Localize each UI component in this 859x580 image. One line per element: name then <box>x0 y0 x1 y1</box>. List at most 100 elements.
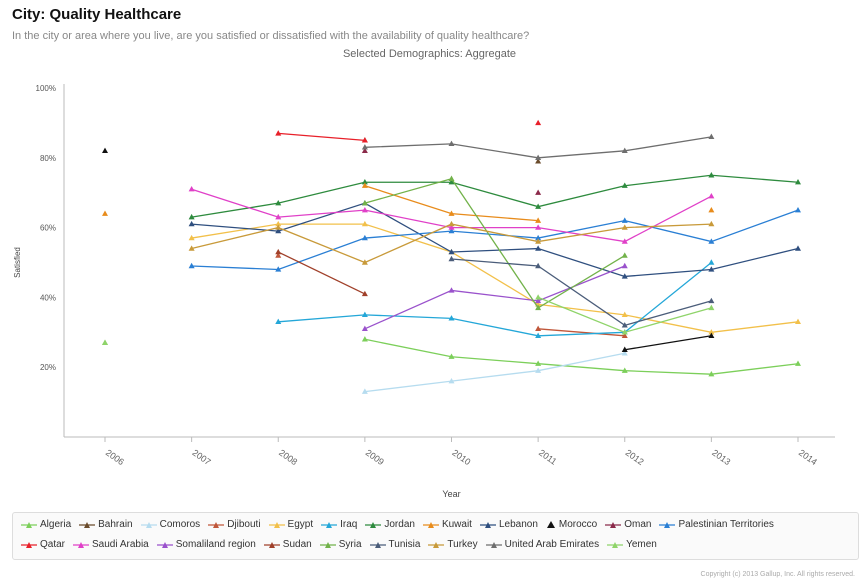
data-point <box>535 234 542 241</box>
data-point <box>708 192 715 199</box>
data-point <box>361 388 368 394</box>
legend-label: Comoros <box>159 519 201 530</box>
legend-item[interactable]: Egypt <box>268 519 313 530</box>
legend-label: Algeria <box>40 519 72 530</box>
data-point <box>275 220 282 227</box>
legend-marker <box>659 521 676 528</box>
data-point <box>621 147 628 154</box>
data-point <box>621 182 628 188</box>
data-point <box>535 154 542 160</box>
series-line <box>191 174 799 218</box>
data-point <box>708 304 715 311</box>
legend-marker <box>208 521 225 528</box>
legend-item[interactable]: Djibouti <box>208 519 261 530</box>
x-tick-label: 2012 <box>624 447 646 467</box>
data-point <box>275 266 282 272</box>
data-point <box>535 189 542 195</box>
x-tick-label: 2009 <box>364 447 386 467</box>
copyright-text: Copyright (c) 2013 Gallup, Inc. All righ… <box>700 571 855 578</box>
data-point <box>708 329 715 335</box>
legend-item[interactable]: Morocco <box>546 519 597 530</box>
legend-marker <box>263 541 280 548</box>
legend-marker <box>140 521 157 528</box>
data-point <box>448 224 455 230</box>
legend-item[interactable]: Qatar <box>21 539 65 550</box>
legend-label: Somaliland region <box>175 539 256 550</box>
data-point <box>621 224 628 230</box>
legend-item[interactable]: Kuwait <box>422 519 472 530</box>
data-point <box>188 186 195 192</box>
legend-marker <box>479 521 496 528</box>
data-point <box>535 297 542 304</box>
legend-marker <box>79 521 96 528</box>
legend-marker <box>607 541 624 548</box>
data-point <box>535 262 542 269</box>
data-point <box>448 248 455 255</box>
data-point <box>275 199 282 206</box>
x-tick-label: 2010 <box>450 447 472 467</box>
legend-marker <box>605 521 622 528</box>
data-point <box>448 210 455 216</box>
data-point <box>535 304 542 311</box>
x-tick-label: 2006 <box>104 447 126 467</box>
y-tick-label: 20% <box>40 363 56 372</box>
legend-label: Qatar <box>40 539 66 550</box>
data-point <box>361 336 368 342</box>
data-point <box>361 234 368 241</box>
data-point <box>275 213 282 220</box>
data-point <box>361 206 368 213</box>
series-line <box>364 352 625 393</box>
legend-item[interactable]: Syria <box>319 539 362 550</box>
legend-item[interactable]: Yemen <box>607 539 657 550</box>
data-point <box>448 227 455 234</box>
y-tick-label: 40% <box>40 293 56 302</box>
legend-item[interactable]: Jordan <box>365 519 415 530</box>
data-point <box>708 370 715 377</box>
legend-item[interactable]: Tunisia <box>369 539 420 550</box>
legend-label: Oman <box>624 519 652 530</box>
legend-label: Syria <box>338 539 362 550</box>
data-point <box>621 217 628 223</box>
data-point <box>535 119 542 126</box>
data-point <box>708 259 715 265</box>
data-point <box>621 311 628 318</box>
legend-label: Palestinian Territories <box>678 519 774 530</box>
data-point <box>621 238 628 244</box>
data-point <box>795 318 801 325</box>
data-point <box>448 140 455 147</box>
data-point <box>795 245 801 251</box>
series-line <box>191 209 799 271</box>
data-point <box>535 238 542 244</box>
x-axis-label: Year <box>442 489 460 499</box>
series-line <box>624 335 712 351</box>
data-point <box>361 311 368 318</box>
legend-item[interactable]: Algeria <box>21 519 71 530</box>
legend-item[interactable]: Bahrain <box>79 519 133 530</box>
data-point <box>621 252 628 258</box>
legend-label: Yemen <box>626 539 657 550</box>
data-point <box>275 248 282 255</box>
series-line <box>191 223 799 333</box>
legend-marker <box>546 520 555 528</box>
legend-item[interactable]: United Arab Emirates <box>485 539 599 550</box>
series-line <box>451 258 712 327</box>
data-point <box>361 137 368 143</box>
legend-item[interactable]: Somaliland region <box>156 539 256 550</box>
legend-marker <box>21 541 37 548</box>
data-point <box>361 259 368 265</box>
legend-item[interactable]: Iraq <box>321 519 357 530</box>
data-point <box>361 325 368 332</box>
chart-legend: Algeria Bahrain Comoros Djibouti Egypt Iraq Jo… <box>12 512 859 560</box>
legend-item[interactable]: Saudi Arabia <box>73 539 149 550</box>
legend-item[interactable]: Lebanon <box>479 519 538 530</box>
chart-title: City: Quality Healthcare <box>12 6 182 23</box>
legend-item[interactable]: Sudan <box>263 539 312 550</box>
legend-item[interactable]: Turkey <box>428 539 478 550</box>
legend-item[interactable]: Oman <box>605 519 651 530</box>
legend-label: Morocco <box>558 519 598 530</box>
legend-item[interactable]: Palestinian Territories <box>659 519 774 530</box>
legend-row: Qatar Saudi Arabia Somaliland region Sudan S… <box>21 539 665 552</box>
data-point <box>708 133 715 140</box>
legend-item[interactable]: Comoros <box>140 519 201 530</box>
series-line <box>364 265 625 330</box>
